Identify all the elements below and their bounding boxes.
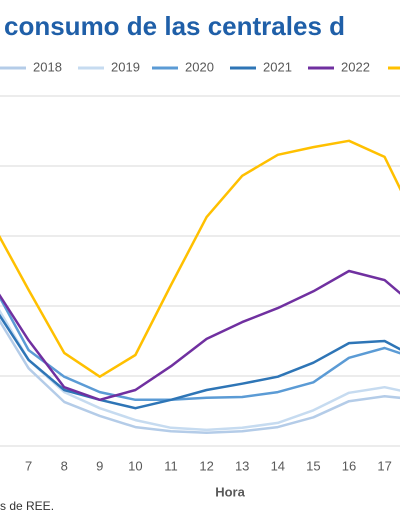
series-line [0, 139, 400, 378]
series-line [0, 319, 400, 434]
x-tick-label: 13 [235, 458, 249, 473]
x-tick-label: 9 [96, 458, 103, 473]
x-tick-label: 15 [306, 458, 320, 473]
x-axis-label: Hora [215, 484, 245, 499]
series-line [0, 313, 400, 410]
footnote: s de REE. [0, 499, 54, 513]
x-tick-label: 17 [377, 458, 391, 473]
x-tick-label: 8 [61, 458, 68, 473]
legend-label: 2018 [33, 59, 62, 74]
series-line [0, 309, 400, 432]
x-tick-label: 16 [342, 458, 356, 473]
series-line [0, 269, 400, 402]
legend-label: 2022 [341, 59, 370, 74]
x-tick-label: 14 [271, 458, 285, 473]
x-tick-label: 11 [164, 458, 178, 473]
series-line [0, 295, 400, 402]
legend-label: 2019 [111, 59, 140, 74]
legend-label: 2021 [263, 59, 292, 74]
legend-label: 2020 [185, 59, 214, 74]
x-tick-label: 10 [128, 458, 142, 473]
x-tick-label: 7 [25, 458, 32, 473]
chart-title: consumo de las centrales d [4, 11, 345, 41]
x-tick-label: 12 [199, 458, 213, 473]
